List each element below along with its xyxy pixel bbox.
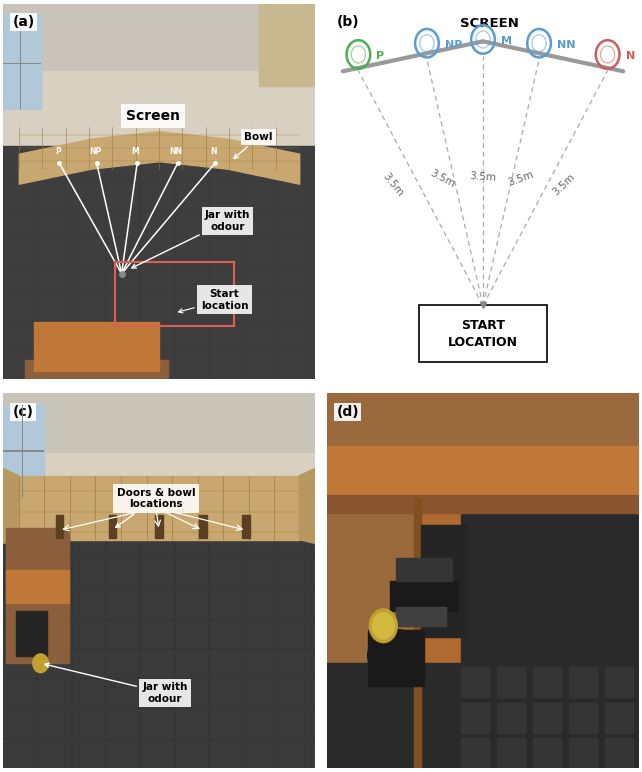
Bar	[569, 703, 596, 733]
Text: Bowl: Bowl	[234, 132, 273, 158]
Text: SCREEN: SCREEN	[460, 17, 519, 30]
Bar	[533, 667, 561, 697]
Text: 3.5m: 3.5m	[506, 169, 535, 188]
Bar	[25, 360, 168, 378]
Text: START
LOCATION: START LOCATION	[448, 319, 518, 348]
Text: (d): (d)	[336, 405, 360, 418]
Bar	[605, 703, 632, 733]
Bar	[461, 738, 489, 768]
Bar	[368, 629, 424, 686]
Text: 3.5m: 3.5m	[381, 171, 405, 198]
Bar	[461, 703, 489, 733]
Text: Jar with
odour: Jar with odour	[132, 210, 250, 268]
Bar	[259, 4, 315, 86]
Bar	[3, 394, 315, 461]
Text: NN: NN	[557, 40, 576, 50]
Text: M: M	[132, 147, 139, 156]
Bar	[3, 63, 40, 64]
Bar	[327, 446, 639, 499]
Bar	[35, 322, 159, 371]
Bar	[6, 570, 69, 603]
Bar	[3, 453, 315, 536]
Bar	[199, 515, 207, 538]
Text: M: M	[501, 36, 512, 46]
Bar	[415, 499, 461, 768]
Bar	[243, 515, 250, 538]
Bar	[415, 499, 421, 768]
Bar	[155, 515, 163, 538]
Text: (c): (c)	[13, 405, 33, 418]
Text: 3.5m: 3.5m	[428, 168, 456, 189]
Circle shape	[369, 609, 397, 642]
Bar	[395, 558, 452, 581]
FancyBboxPatch shape	[419, 306, 547, 361]
Bar	[533, 738, 561, 768]
Bar	[461, 513, 639, 768]
Bar	[6, 528, 69, 663]
Bar	[395, 607, 446, 626]
Text: NN: NN	[169, 147, 182, 156]
Text: (b): (b)	[336, 15, 360, 29]
Text: P: P	[376, 51, 385, 61]
Bar	[533, 703, 561, 733]
Text: 3.5m: 3.5m	[469, 171, 497, 183]
Bar	[497, 703, 525, 733]
Bar	[327, 495, 639, 513]
Bar	[3, 4, 315, 86]
Bar	[497, 667, 525, 697]
Bar	[3, 15, 40, 109]
Text: Screen: Screen	[126, 110, 180, 124]
Bar	[497, 738, 525, 768]
Bar	[15, 611, 47, 655]
Bar	[3, 146, 315, 378]
Ellipse shape	[368, 629, 424, 682]
Bar	[461, 667, 489, 697]
Bar	[108, 515, 116, 538]
Bar	[421, 525, 467, 637]
Text: Doors & bowl
locations: Doors & bowl locations	[116, 488, 195, 527]
Circle shape	[372, 613, 394, 639]
Bar	[327, 663, 639, 768]
Text: NP: NP	[89, 147, 101, 156]
Text: (a): (a)	[13, 15, 35, 29]
Text: 3.5m: 3.5m	[551, 171, 577, 197]
Bar	[605, 667, 632, 697]
Polygon shape	[3, 469, 19, 543]
Bar	[116, 262, 234, 326]
Bar	[569, 667, 596, 697]
Bar	[19, 476, 299, 540]
Text: P: P	[55, 147, 60, 156]
Text: Jar with
odour: Jar with odour	[45, 663, 188, 704]
Bar	[3, 405, 44, 499]
Text: N: N	[626, 51, 635, 61]
Bar	[3, 532, 315, 768]
Bar	[3, 71, 315, 154]
Bar	[605, 738, 632, 768]
Bar	[22, 405, 23, 499]
Text: N: N	[211, 147, 217, 156]
Bar	[390, 581, 458, 611]
Text: Start
location: Start location	[178, 289, 248, 313]
Circle shape	[33, 654, 48, 672]
Bar	[569, 738, 596, 768]
Text: NP: NP	[445, 40, 462, 50]
Bar	[56, 515, 64, 538]
Bar	[3, 450, 44, 452]
Polygon shape	[299, 469, 315, 543]
